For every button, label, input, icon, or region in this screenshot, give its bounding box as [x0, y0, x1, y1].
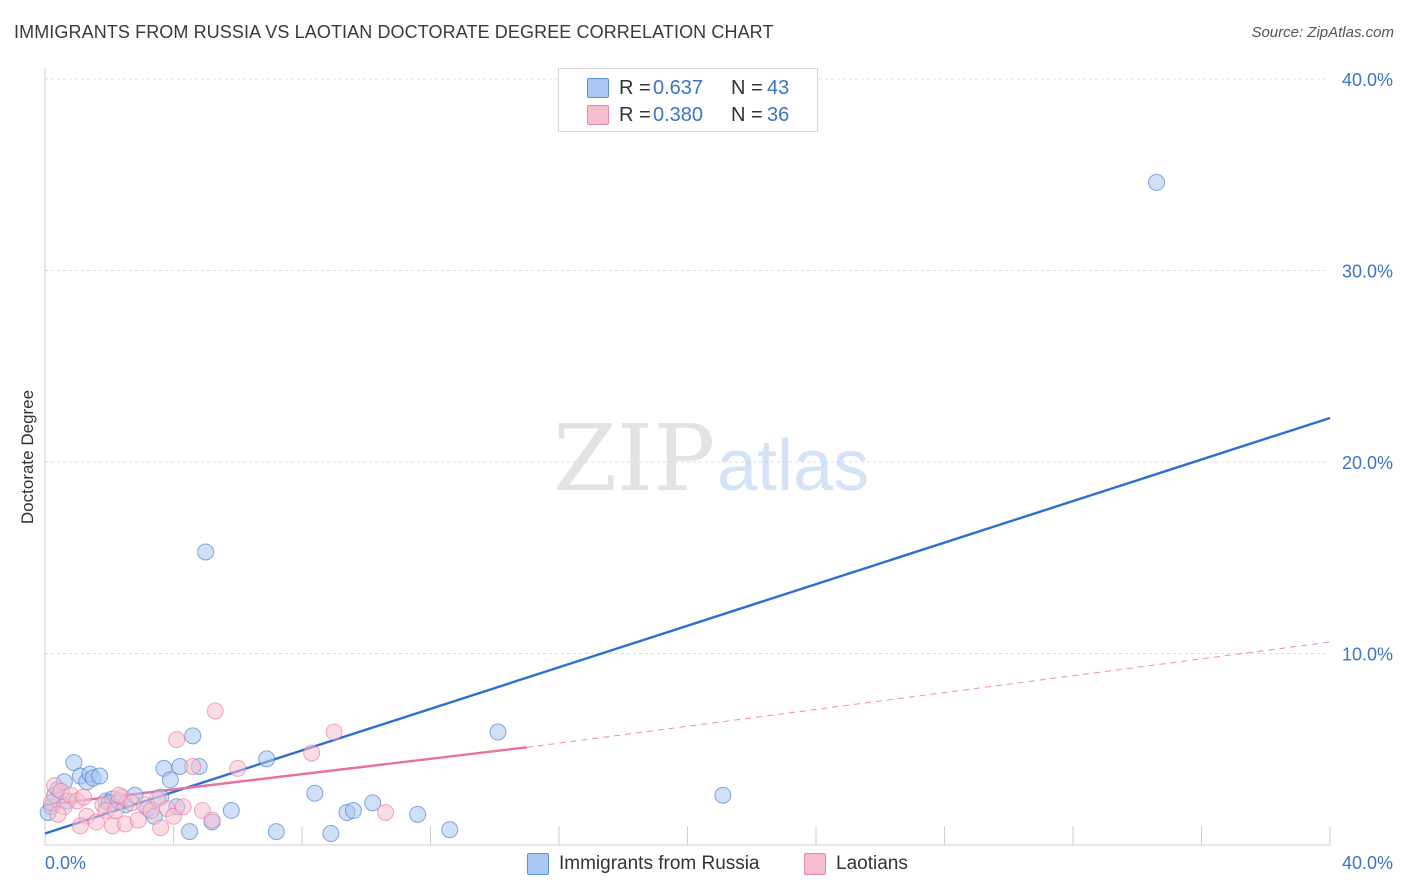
point-russia: [197, 543, 215, 561]
legend-r-label: R =: [619, 77, 651, 99]
point-laotians: [49, 805, 67, 823]
point-russia: [344, 802, 362, 820]
grid-lines: [45, 78, 1330, 654]
point-russia: [441, 821, 459, 839]
watermark: ZIP atlas: [553, 405, 869, 512]
legend-n-label: N =: [731, 104, 763, 126]
point-laotians: [75, 788, 93, 806]
axes: [44, 68, 1331, 846]
point-laotians: [129, 811, 147, 829]
legend-r-label: R =: [619, 104, 651, 126]
point-laotians: [110, 786, 128, 804]
y-tick-label: 20.0%: [1342, 453, 1393, 473]
point-russia: [306, 784, 324, 802]
watermark-atlas: atlas: [717, 426, 869, 506]
point-russia: [714, 786, 732, 804]
point-laotians: [325, 723, 343, 741]
point-russia: [258, 750, 276, 768]
point-laotians: [168, 731, 186, 749]
source-label: Source: ZipAtlas.com: [1251, 24, 1394, 41]
legend-n-label: N =: [731, 77, 763, 99]
point-laotians: [203, 811, 221, 829]
y-tick-label: 10.0%: [1342, 645, 1393, 665]
bottom-legend-swatch-russia: [527, 853, 549, 875]
legend-swatch-russia: [587, 78, 609, 98]
point-russia: [364, 794, 382, 812]
chart-title: IMMIGRANTS FROM RUSSIA VS LAOTIAN DOCTOR…: [14, 22, 774, 42]
bottom-legend-label-russia: Immigrants from Russia: [559, 853, 760, 874]
watermark-zip: ZIP: [553, 405, 715, 512]
point-laotians: [303, 744, 321, 762]
y-tick-label: 40.0%: [1342, 70, 1393, 90]
point-russia: [181, 823, 199, 841]
correlation-legend: R = 0.637 N = 43 R = 0.380 N = 36: [558, 68, 818, 132]
legend-r-value: 0.637: [653, 77, 704, 99]
y-axis-label: Doctorate Degree: [18, 390, 37, 524]
point-laotians: [229, 759, 247, 777]
legend-n-value: 43: [767, 77, 790, 99]
trendline-russia: [44, 416, 1331, 835]
point-laotians: [71, 817, 89, 835]
point-laotians: [152, 819, 170, 837]
legend-swatch-laotians: [587, 105, 609, 125]
point-russia: [184, 727, 202, 745]
bottom-legend-swatch-laotians: [804, 853, 826, 875]
legend-n-value: 36: [767, 104, 790, 126]
point-russia: [161, 771, 179, 789]
point-laotians: [87, 813, 105, 831]
bottom-legend-label-laotians: Laotians: [836, 853, 908, 874]
point-russia: [322, 825, 340, 843]
x-tick-label: 40.0%: [1342, 853, 1393, 873]
point-russia: [489, 723, 507, 741]
tick-labels: 10.0% 20.0% 30.0% 40.0% 0.0% 40.0%: [45, 70, 1393, 873]
point-laotians: [174, 798, 192, 816]
point-laotians: [206, 702, 224, 720]
trendline-laotians: [526, 641, 1331, 748]
point-russia: [409, 805, 427, 823]
point-russia: [1148, 173, 1166, 191]
point-laotians: [377, 803, 395, 821]
point-laotians: [184, 757, 202, 775]
data-points: [39, 173, 1166, 843]
point-russia: [267, 823, 285, 841]
y-tick-label: 30.0%: [1342, 262, 1393, 282]
legend-r-value: 0.380: [653, 104, 704, 126]
x-tick-label: 0.0%: [45, 853, 86, 873]
point-russia: [222, 802, 240, 820]
point-russia: [91, 767, 109, 785]
